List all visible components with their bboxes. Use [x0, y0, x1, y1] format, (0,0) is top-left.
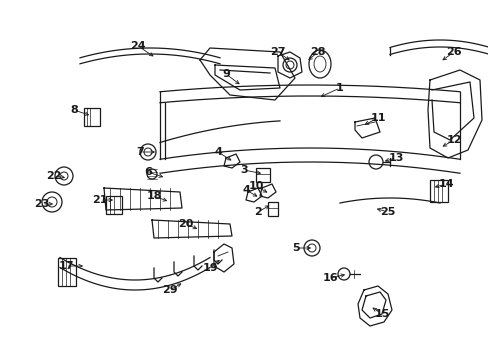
Text: 27: 27 [270, 47, 285, 57]
Text: 14: 14 [437, 179, 453, 189]
Text: 23: 23 [34, 199, 50, 209]
Text: 21: 21 [92, 195, 107, 205]
Bar [84, 108, 100, 126]
Text: 15: 15 [373, 309, 389, 319]
Text: 26: 26 [445, 47, 461, 57]
Text: 13: 13 [387, 153, 403, 163]
Text: 4: 4 [242, 185, 249, 195]
Text: 20: 20 [178, 219, 193, 229]
Text: 2: 2 [254, 207, 262, 217]
Text: 11: 11 [369, 113, 385, 123]
Text: 16: 16 [322, 273, 337, 283]
Text: 18: 18 [146, 191, 162, 201]
Text: 29: 29 [162, 285, 178, 295]
Text: 5: 5 [292, 243, 299, 253]
Text: 17: 17 [58, 261, 74, 271]
Text: 9: 9 [222, 69, 229, 79]
Bar [58, 258, 76, 286]
Text: 24: 24 [130, 41, 145, 51]
Text: 19: 19 [202, 263, 217, 273]
Text: 1: 1 [335, 83, 343, 93]
Bar [256, 168, 269, 182]
Bar [106, 196, 122, 214]
Bar [429, 180, 447, 202]
Text: 4: 4 [214, 147, 222, 157]
Text: 10: 10 [248, 181, 263, 191]
Text: 8: 8 [70, 105, 78, 115]
Text: 7: 7 [136, 147, 143, 157]
Bar [267, 202, 278, 216]
Text: 3: 3 [240, 165, 247, 175]
Text: 28: 28 [309, 47, 325, 57]
Text: 6: 6 [144, 167, 152, 177]
Text: 25: 25 [380, 207, 395, 217]
Text: 12: 12 [446, 135, 461, 145]
Text: 22: 22 [46, 171, 61, 181]
